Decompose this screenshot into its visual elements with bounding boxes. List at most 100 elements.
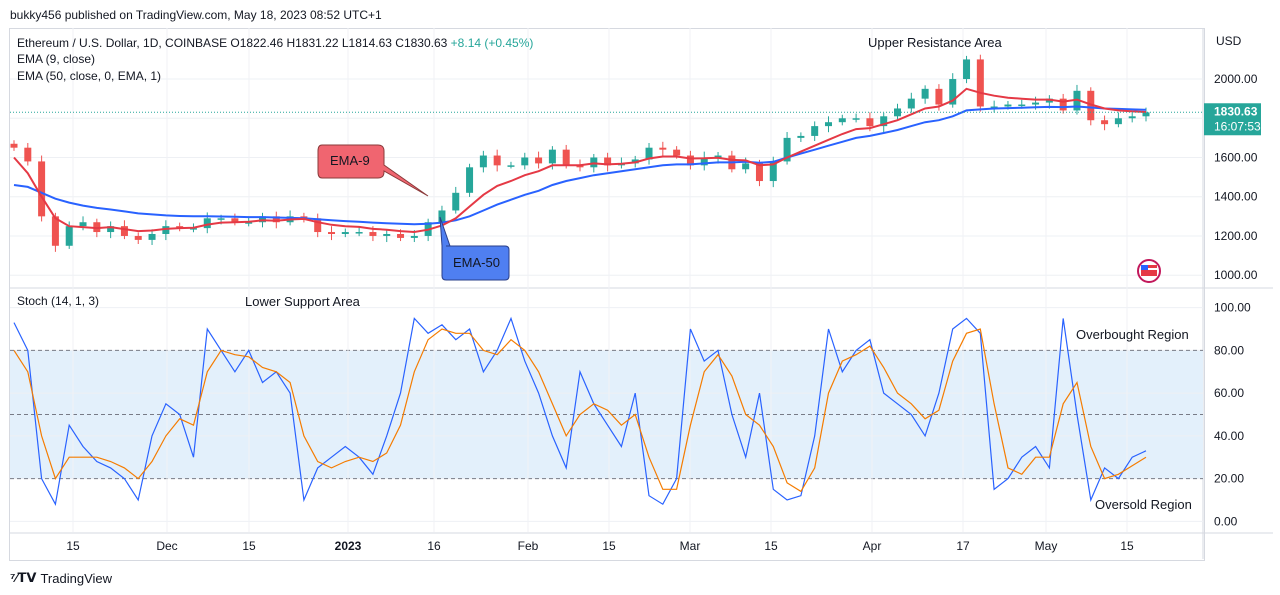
- time-tick-label: Feb: [518, 539, 539, 553]
- symbol-legend[interactable]: Ethereum / U.S. Dollar, 1D, COINBASE O18…: [17, 36, 533, 50]
- ohlc-close: C1830.63: [395, 36, 448, 50]
- time-tick-label: 17: [956, 539, 970, 553]
- candle-body: [24, 147, 32, 162]
- candle-body: [1142, 112, 1150, 117]
- time-tick-label: 15: [764, 539, 778, 553]
- candle-body: [466, 167, 474, 193]
- candle-body: [38, 161, 46, 217]
- candle-body: [134, 235, 142, 240]
- oversold-label: Oversold Region: [1095, 497, 1192, 512]
- candle-body: [51, 216, 59, 246]
- price-tick-label: 1600.00: [1214, 151, 1258, 165]
- candle-body: [990, 106, 998, 108]
- candle-body: [493, 155, 501, 166]
- chart-frame[interactable]: [9, 28, 1205, 561]
- candle-body: [963, 59, 971, 80]
- stoch-k-line: [13, 316, 1147, 507]
- ohlc-low: L1814.63: [341, 36, 392, 50]
- ema9-line: [13, 87, 1147, 234]
- candle-body: [645, 147, 653, 160]
- candle-body: [686, 155, 694, 166]
- candle-body: [811, 126, 819, 136]
- candle-body: [1101, 120, 1109, 125]
- candle-body: [521, 157, 529, 166]
- ema9-legend[interactable]: EMA (9, close): [17, 52, 96, 66]
- candle-body: [576, 165, 584, 168]
- candle-body: [1018, 104, 1026, 107]
- candle-body: [769, 161, 777, 182]
- candle-body: [604, 157, 612, 166]
- stoch-tick-label: 0.00: [1214, 514, 1238, 528]
- candle-body: [824, 122, 832, 127]
- candle-body: [328, 232, 336, 234]
- currency-label: USD: [1216, 34, 1242, 48]
- stoch-legend[interactable]: Stoch (14, 1, 3): [17, 294, 100, 308]
- candle-body: [907, 98, 915, 109]
- stoch-tick-label: 80.00: [1214, 343, 1244, 357]
- price-tick-label: 1000.00: [1214, 268, 1258, 282]
- candle-body: [742, 163, 750, 170]
- candle-body: [1128, 116, 1136, 119]
- time-tick-label: 2023: [335, 539, 362, 553]
- candle-body: [189, 228, 197, 230]
- candle-body: [548, 149, 556, 164]
- footer: ⁷⁄𝗧𝗩 TradingView: [10, 570, 112, 586]
- symbol-title: Ethereum / U.S. Dollar, 1D, COINBASE: [17, 36, 228, 50]
- flag-icon-canton: [1141, 265, 1148, 270]
- candle-body: [79, 222, 87, 227]
- ema9-callout-label: EMA-9: [330, 153, 370, 168]
- stoch-tick-label: 20.00: [1214, 472, 1244, 486]
- candle-body: [1032, 102, 1040, 105]
- candle-body: [10, 143, 18, 148]
- footer-brand: TradingView: [40, 570, 113, 586]
- price-tick-label: 1400.00: [1214, 190, 1258, 204]
- candle-body: [231, 218, 239, 223]
- price-tick-label: 1200.00: [1214, 229, 1258, 243]
- time-tick-label: Apr: [863, 539, 882, 553]
- ema50-callout: [439, 216, 510, 281]
- candle-body: [1045, 98, 1053, 103]
- upper-resistance-label: Upper Resistance Area: [868, 35, 1002, 50]
- ema50-callout-label: EMA-50: [453, 255, 500, 270]
- ohlc-open: O1822.46: [230, 36, 284, 50]
- candle-body: [383, 234, 391, 236]
- candle-body: [438, 210, 446, 223]
- stoch-d-line: [13, 328, 1147, 493]
- us-flag-icon: [1137, 259, 1161, 283]
- candle-body: [921, 88, 929, 99]
- candle-body: [245, 222, 253, 224]
- flag-icon-stripes: [1141, 265, 1157, 276]
- candle-body: [535, 157, 543, 164]
- candle-body: [507, 165, 515, 167]
- ohlc-change: +8.14 (+0.45%): [450, 36, 534, 50]
- candle-body: [673, 149, 681, 156]
- lower-support-label: Lower Support Area: [245, 294, 361, 309]
- candle-body: [714, 155, 722, 158]
- ohlc-high: H1831.22: [286, 36, 339, 50]
- ema50-legend[interactable]: EMA (50, close, 0, EMA, 1): [17, 69, 162, 83]
- candle-body: [659, 147, 667, 150]
- time-tick-label: 15: [66, 539, 80, 553]
- candle-body: [976, 59, 984, 107]
- time-tick-label: 16: [427, 539, 441, 553]
- candle-body: [397, 234, 405, 238]
- overbought-label: Overbought Region: [1076, 327, 1189, 342]
- candle-body: [355, 232, 363, 234]
- price-tick-label: 2000.00: [1214, 72, 1258, 86]
- time-tick-label: Mar: [680, 539, 701, 553]
- price-badge-countdown: 16:07:53: [1214, 119, 1261, 133]
- candle-body: [107, 226, 115, 233]
- candle-body: [1004, 104, 1012, 107]
- stoch-tick-label: 40.00: [1214, 429, 1244, 443]
- stoch-tick-label: 60.00: [1214, 386, 1244, 400]
- candle-body: [935, 88, 943, 105]
- candle-body: [755, 163, 763, 182]
- time-tick-label: 15: [242, 539, 256, 553]
- tradingview-logo-icon: ⁷⁄𝗧𝗩: [10, 570, 37, 585]
- candle-body: [852, 118, 860, 120]
- time-tick-label: May: [1035, 539, 1058, 553]
- candle-body: [314, 218, 322, 233]
- candle-body: [162, 226, 170, 234]
- price-badge: [1204, 103, 1261, 136]
